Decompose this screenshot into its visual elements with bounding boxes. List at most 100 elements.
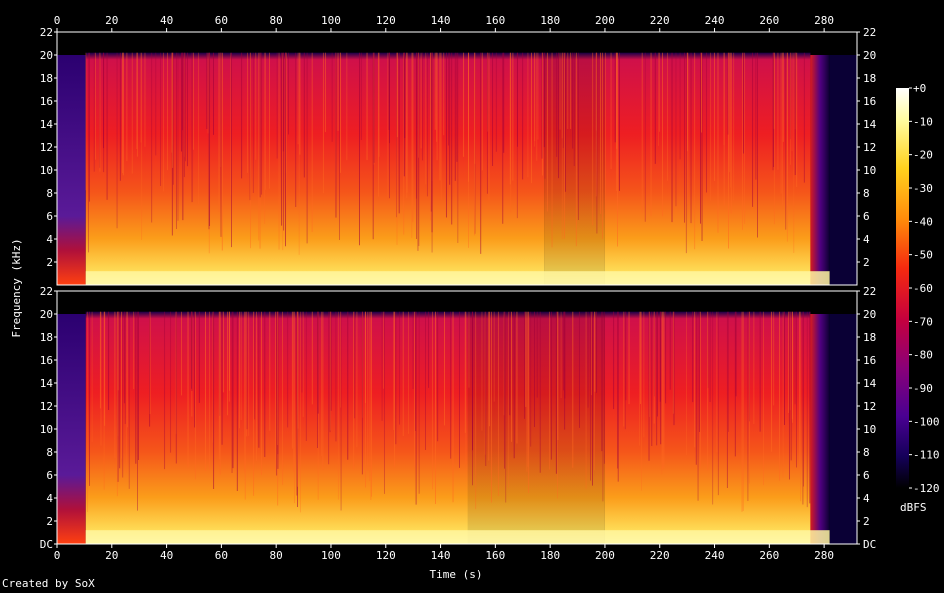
colorbar-tick-label: -110 — [913, 449, 940, 462]
y-tick-label: 2 — [863, 515, 870, 528]
x-tick-label: 80 — [270, 549, 283, 562]
spectrum-texture — [86, 311, 811, 513]
x-tick-label: 80 — [270, 14, 283, 27]
y-axis-label: Frequency (kHz) — [10, 238, 23, 337]
x-axis-top: 0 20 40 60 80 100 120 140 160 180 200 220 240 260 280 — [54, 14, 834, 32]
x-axis-bottom: 0 20 40 60 80 100 120 140 160 180 200 220 240 260 280 — [54, 544, 834, 562]
x-axis-label: Time (s) — [430, 568, 483, 581]
x-tick-label: 40 — [160, 549, 173, 562]
y-tick-label: 4 — [863, 233, 870, 246]
y-tick-label: 16 — [40, 95, 53, 108]
low-frequency-band — [85, 271, 830, 285]
y-tick-label: 12 — [40, 400, 53, 413]
channel-bottom-panel — [56, 290, 858, 545]
y-tick-label: 2 — [46, 256, 53, 269]
colorbar-tick-label: -50 — [913, 249, 933, 262]
y-tick-label: 4 — [863, 492, 870, 505]
x-tick-label: 260 — [759, 14, 779, 27]
panel-frame — [56, 290, 858, 545]
y-tick-label: 6 — [863, 210, 870, 223]
colorbar-tick-label: -30 — [913, 182, 933, 195]
colorbar-tick-label: -10 — [913, 115, 933, 128]
x-tick-label: 40 — [160, 14, 173, 27]
colorbar-tick-label: -60 — [913, 282, 933, 295]
x-tick-label: 180 — [540, 549, 560, 562]
colorbar-tick-label: -90 — [913, 382, 933, 395]
x-tick-label: 160 — [485, 549, 505, 562]
y-tick-label: 12 — [863, 400, 876, 413]
y-tick-label: 14 — [40, 377, 54, 390]
y-tick-label: 14 — [863, 118, 877, 131]
spectrum-segment — [829, 314, 857, 544]
spectrum-segment — [85, 52, 545, 286]
panel-frame — [56, 31, 858, 286]
y-tick-label: 6 — [863, 469, 870, 482]
low-frequency-band — [85, 530, 830, 544]
y-tick-label: 8 — [46, 187, 53, 200]
y-tick-label: 6 — [46, 210, 53, 223]
colorbar-tick-label: -40 — [913, 215, 933, 228]
colorbar-tick-label: +0 — [913, 82, 926, 95]
y-tick-label: 10 — [863, 164, 876, 177]
colorbar-tick-label: -120 — [913, 482, 940, 495]
y-tick-label: 20 — [863, 49, 876, 62]
x-tick-label: 240 — [705, 14, 725, 27]
x-tick-label: 100 — [321, 549, 341, 562]
channel-top-panel — [56, 31, 858, 286]
x-tick-label: 280 — [814, 549, 834, 562]
y-tick-label: 4 — [46, 233, 53, 246]
spectrum-segment — [57, 314, 86, 544]
y-tick-label: 12 — [40, 141, 53, 154]
y-tick-label: 12 — [863, 141, 876, 154]
x-tick-label: 180 — [540, 14, 560, 27]
y-tick-label: DC — [863, 538, 876, 551]
x-tick-label: 100 — [321, 14, 341, 27]
spectrum-segment — [544, 52, 605, 286]
x-tick-label: 260 — [759, 549, 779, 562]
y-tick-label: 2 — [46, 515, 53, 528]
y-tick-label: 18 — [863, 72, 876, 85]
y-tick-label: 4 — [46, 492, 53, 505]
colorbar-tick-label: -70 — [913, 315, 933, 328]
y-tick-label: 14 — [40, 118, 54, 131]
x-tick-label: 0 — [54, 14, 61, 27]
y-tick-label: 20 — [40, 308, 53, 321]
colorbar-tick-label: -20 — [913, 149, 933, 162]
y-tick-label: 22 — [863, 26, 876, 39]
y-tick-label: 14 — [863, 377, 877, 390]
x-tick-label: 200 — [595, 14, 615, 27]
colorbar: +0 -10 -20 -30 -40 -50 -60 -70 -80 -90 -100 -110 -12… — [896, 82, 940, 514]
y-tick-label: 18 — [40, 72, 53, 85]
x-tick-label: 0 — [54, 549, 61, 562]
y-tick-label: 2 — [863, 256, 870, 269]
x-tick-label: 220 — [650, 549, 670, 562]
spectrum-segment — [829, 55, 857, 285]
colorbar-gradient — [896, 88, 909, 488]
y-tick-label: 22 — [863, 285, 876, 298]
x-tick-label: 120 — [376, 14, 396, 27]
y-tick-label: 10 — [40, 423, 53, 436]
y-tick-label: 18 — [863, 331, 876, 344]
credit-text: Created by SoX — [2, 577, 95, 590]
y-tick-label: 8 — [46, 446, 53, 459]
x-tick-label: 140 — [431, 14, 451, 27]
colorbar-tick-label: -100 — [913, 415, 940, 428]
spectrum-segment — [810, 314, 830, 544]
spectrum-segment — [467, 311, 605, 544]
y-tick-label: 22 — [40, 26, 53, 39]
x-tick-label: 120 — [376, 549, 396, 562]
x-tick-label: 20 — [105, 14, 118, 27]
y-tick-label: 20 — [40, 49, 53, 62]
x-tick-label: 60 — [215, 14, 228, 27]
x-tick-label: 20 — [105, 549, 118, 562]
spectrum-texture — [85, 52, 805, 255]
x-tick-label: 140 — [431, 549, 451, 562]
x-tick-label: 280 — [814, 14, 834, 27]
y-tick-label: 8 — [863, 187, 870, 200]
x-tick-label: 220 — [650, 14, 670, 27]
y-tick-label: 6 — [46, 469, 53, 482]
x-tick-label: 240 — [705, 549, 725, 562]
colorbar-ticks: +0 -10 -20 -30 -40 -50 -60 -70 -80 -90 -100 -110 -12… — [909, 82, 940, 495]
